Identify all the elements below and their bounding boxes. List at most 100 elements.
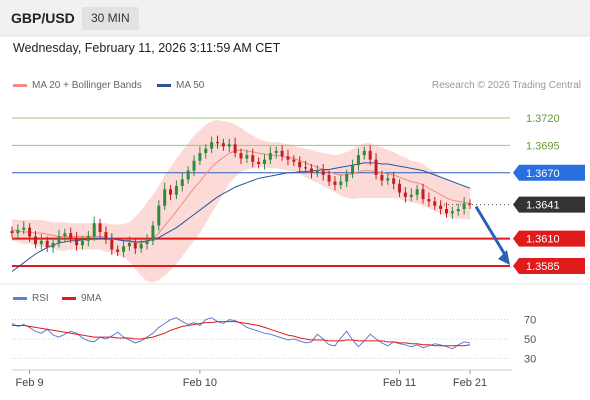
x-tick-label: Feb 9	[16, 377, 44, 389]
candle-body	[456, 209, 460, 212]
rsi-ma-legend-swatch	[62, 296, 76, 300]
candle-body	[392, 178, 396, 184]
candle-body	[92, 223, 96, 237]
level-tag-1.3641	[513, 196, 585, 213]
candle-body	[127, 243, 131, 247]
candle-body	[415, 189, 419, 195]
candle-body	[345, 173, 349, 182]
candle-body	[186, 170, 190, 180]
ma50-legend: MA 50	[157, 80, 204, 91]
candle-body	[221, 143, 225, 147]
candle-body	[468, 203, 472, 205]
candle-body	[274, 150, 278, 154]
candle-body	[45, 240, 49, 248]
candle-body	[216, 142, 220, 144]
level-label-1.3610: 1.3610	[526, 234, 560, 246]
candle-body	[151, 225, 155, 241]
candle-body	[233, 144, 237, 154]
candle-body	[198, 153, 202, 161]
candle-body	[57, 236, 61, 244]
candle-body	[133, 243, 137, 249]
rsi-legend-swatch	[13, 296, 27, 300]
candle-body	[351, 165, 355, 174]
level-tag-1.3610	[513, 230, 585, 247]
candle-body	[75, 238, 79, 246]
candle-body	[257, 161, 261, 165]
rsi-ma-legend-label: 9MA	[81, 293, 102, 304]
currency-pair-title: GBP/USD	[11, 10, 75, 26]
level-label-1.3641: 1.3641	[526, 200, 560, 212]
candle-body	[398, 183, 402, 193]
candle-body	[204, 148, 208, 154]
timeframe-badge[interactable]: 30 MIN	[82, 7, 139, 30]
candle-body	[157, 205, 161, 226]
candle-body	[174, 185, 178, 195]
ma20-legend-label: MA 20 + Bollinger Bands	[32, 80, 142, 91]
rsi-tick-50: 50	[524, 334, 536, 346]
candle-body	[333, 181, 337, 185]
candle-body	[386, 178, 390, 181]
level-tag-1.3585	[513, 258, 585, 275]
candle-body	[227, 144, 231, 147]
x-tick-label: Feb 11	[383, 377, 416, 389]
level-label-1.3670: 1.3670	[526, 168, 560, 180]
x-tick-label: Feb 10	[183, 377, 217, 389]
candle-body	[433, 201, 437, 206]
candle-body	[180, 179, 184, 186]
candle-body	[245, 155, 249, 159]
forecast-arrow-head	[498, 250, 510, 266]
candle-body	[304, 167, 308, 169]
ma20-legend-swatch	[13, 83, 27, 87]
rsi-tick-30: 30	[524, 353, 536, 365]
candle-body	[51, 243, 55, 248]
candle-body	[116, 249, 120, 252]
candle-body	[339, 181, 343, 185]
candle-body	[169, 189, 173, 195]
candle-body	[104, 232, 108, 240]
candle-body	[163, 189, 167, 206]
candle-body	[86, 236, 90, 241]
candle-body	[368, 150, 372, 160]
candle-body	[192, 160, 196, 171]
candle-body	[286, 156, 290, 160]
candle-body	[110, 239, 114, 250]
candle-body	[309, 168, 313, 173]
candle-body	[374, 159, 378, 175]
rsi-ma-legend: 9MA	[62, 293, 102, 304]
candle-body	[16, 229, 20, 234]
candle-body	[298, 161, 302, 168]
candle-body	[409, 194, 413, 197]
candle-body	[262, 159, 266, 165]
forecast-arrow-shaft	[474, 205, 509, 259]
bollinger-band	[12, 120, 470, 283]
candle-body	[251, 155, 255, 162]
candle-body	[33, 236, 37, 245]
candle-body	[69, 233, 73, 239]
rsi-legend-label: RSI	[32, 293, 49, 304]
candle-body	[439, 205, 443, 210]
candle-body	[210, 142, 214, 149]
candle-body	[145, 240, 149, 245]
candle-body	[139, 244, 143, 249]
candle-body	[239, 153, 243, 159]
level-label-1.3695: 1.3695	[526, 140, 560, 152]
source-credit: Research © 2026 Trading Central	[431, 80, 581, 91]
candle-body	[39, 240, 43, 245]
candle-body	[462, 203, 466, 210]
candle-body	[10, 230, 14, 234]
level-label-1.3585: 1.3585	[526, 261, 560, 273]
candle-body	[98, 223, 102, 233]
chart-header: GBP/USD 30 MIN	[0, 0, 590, 36]
candle-body	[421, 189, 425, 200]
rsi-tick-70: 70	[524, 315, 536, 327]
rsi-legend: RSI	[13, 293, 49, 304]
x-tick-label: Feb 21	[453, 377, 487, 389]
candle-body	[380, 174, 384, 181]
candle-body	[268, 153, 272, 160]
candle-body	[22, 227, 26, 230]
candle-body	[445, 209, 449, 214]
candle-body	[356, 155, 360, 166]
level-tag-1.3670	[513, 164, 585, 181]
candle-body	[28, 227, 32, 237]
